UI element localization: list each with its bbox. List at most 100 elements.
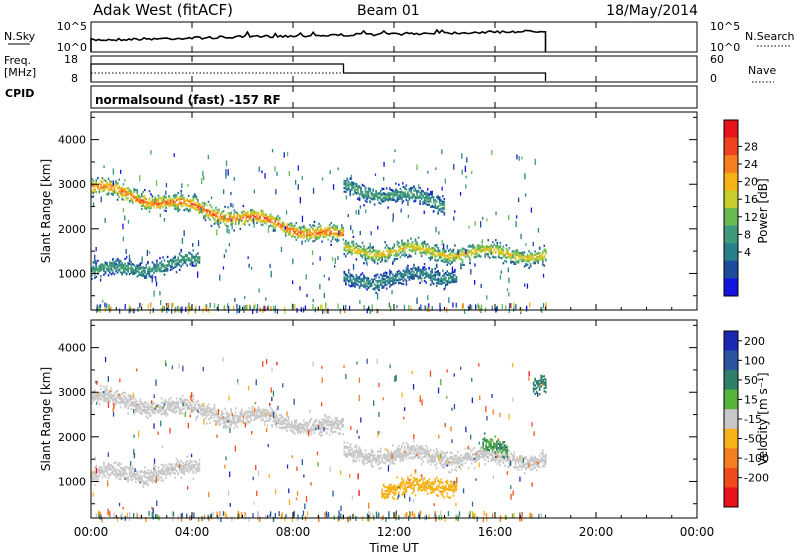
power-cell [346,177,349,180]
velocity-cell [139,411,142,414]
velocity-cell [228,414,231,417]
velocity-cell [222,418,225,421]
velocity-cell [131,404,134,407]
velocity-cell [222,426,225,429]
power-scatter [148,251,151,254]
power-cell [178,261,181,264]
power-cell [157,204,160,207]
power-ground [195,305,197,311]
power-cell [381,252,383,255]
power-cell [174,259,176,263]
power-cell [529,252,532,255]
power-cell [443,250,446,253]
power-cell [131,272,134,275]
power-scatter [471,170,473,175]
power-cell [452,258,455,262]
power-cell [334,225,337,228]
power-scatter [421,277,423,283]
power-cell [274,227,276,231]
power-ground [185,306,187,312]
power-cell [352,193,355,196]
power-cell [525,256,527,259]
power-cell [174,255,176,258]
power-cell [502,262,505,265]
power-cell [473,255,476,258]
power-ground [175,306,177,312]
power-cell [291,224,293,227]
power-cell [144,274,146,278]
power-cell [186,198,188,201]
velocity-cell [103,398,105,401]
power-cell [345,249,347,252]
velocity-cell [172,409,175,412]
velocity-cell [257,415,260,418]
velocity-cell [181,394,184,397]
velocity-cell [169,397,172,400]
power-cell [534,253,536,256]
velocity-cell [139,405,142,408]
power-ground [471,304,473,310]
power-cell [404,274,406,277]
power-cell [455,252,458,255]
power-cell [115,180,117,183]
power-cell [118,191,120,194]
power-cell [502,248,505,251]
velocity-cell [171,410,173,413]
power-cell [352,277,355,280]
power-cell [363,275,365,278]
power-scatter [465,184,467,189]
power-ground [526,305,528,311]
velocity-cell [178,411,181,414]
power-cell [452,281,455,284]
power-cell [367,281,370,284]
power-cell [345,240,347,243]
power-scatter [530,207,533,213]
power-cell [262,220,264,223]
velocity-cell [160,401,163,405]
power-scatter [394,149,396,153]
power-cell [428,196,430,200]
velocity-cell [104,389,107,392]
power-cell [404,242,406,245]
power-cell [218,218,220,221]
power-cell [457,249,459,252]
power-cell [425,251,427,254]
power-cell [405,283,408,286]
power-cell [188,205,190,208]
power-cell [289,231,292,234]
power-scatter [162,197,164,203]
velocity-cell [225,413,228,416]
power-scatter [124,215,126,221]
power-scatter [155,281,158,287]
power-cell [122,183,125,186]
power-cell [343,276,346,279]
power-cell [425,273,427,276]
power-cell [309,233,311,237]
velocity-cell [262,414,264,417]
power-cell [197,252,199,255]
velocity-cell [218,409,220,413]
power-cell [396,189,399,192]
power-cell [297,232,299,235]
power-cell [416,269,418,272]
velocity-cell [281,427,284,430]
power-cell [277,224,279,227]
power-ground [194,308,197,314]
velocity-cell [253,409,255,412]
power-cell [209,211,211,214]
power-cell [172,198,175,201]
power-cell [452,277,455,280]
power-ground [265,306,267,312]
power-cell [422,201,424,204]
velocity-cell [231,422,234,425]
power-cell [346,245,349,248]
power-cell [197,206,199,209]
power-cell [405,273,408,276]
power-ground [270,306,272,312]
power-cell [407,264,409,267]
power-cell [284,234,287,237]
power-cell [437,273,439,276]
power-cell [423,279,426,282]
power-cell [404,271,406,274]
power-cell [413,247,415,250]
